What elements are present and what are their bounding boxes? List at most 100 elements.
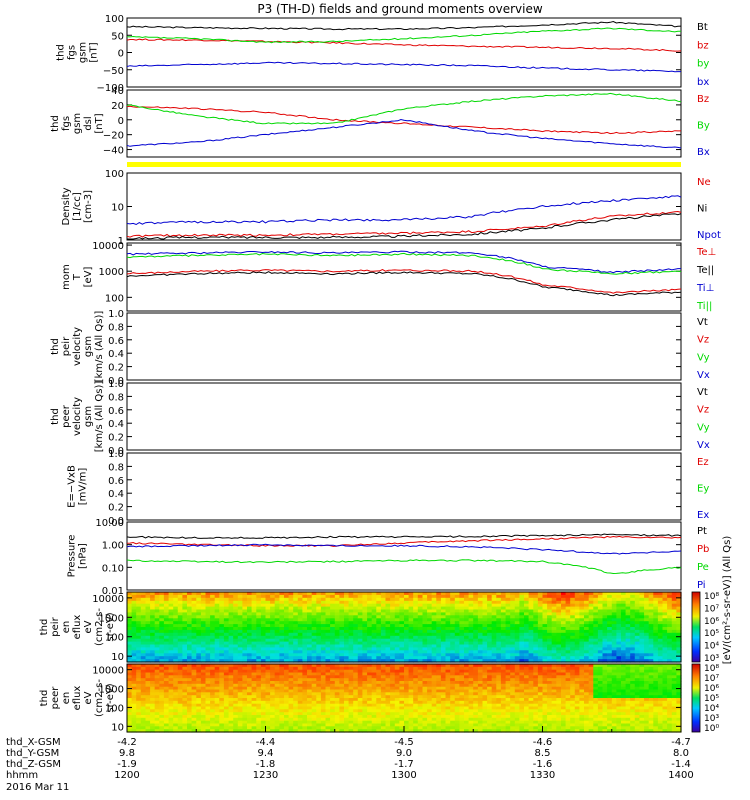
heatmap-cell	[404, 675, 410, 679]
heatmap-cell	[357, 683, 363, 688]
heatmap-cell	[228, 647, 234, 651]
heatmap-cell	[574, 603, 580, 608]
heatmap-cell	[251, 686, 257, 691]
heatmap-cell	[127, 692, 133, 696]
heatmap-cell	[671, 638, 677, 643]
heatmap-cell	[214, 641, 220, 646]
heatmap-cell	[145, 709, 151, 713]
heatmap-cell	[445, 672, 451, 676]
heatmap-cell	[394, 612, 400, 616]
heatmap-cell	[422, 703, 428, 708]
heatmap-cell	[140, 644, 146, 648]
heatmap-cell	[440, 706, 447, 710]
heatmap-cell	[344, 712, 350, 716]
legend-by: By	[697, 121, 710, 132]
heatmap-cell	[468, 600, 474, 605]
heatmap-cell	[399, 656, 405, 660]
heatmap-cell	[477, 700, 484, 705]
heatmap-cell	[136, 692, 142, 696]
heatmap-cell	[344, 700, 350, 705]
heatmap-cell	[223, 659, 230, 663]
heatmap-cell	[297, 726, 303, 730]
heatmap-cell	[187, 706, 193, 710]
heatmap-cell	[399, 672, 405, 676]
heatmap-cell	[251, 717, 257, 722]
heatmap-cell	[131, 621, 137, 625]
heatmap-cell	[256, 600, 262, 605]
heatmap-cell	[473, 717, 479, 722]
heatmap-cell	[200, 659, 207, 663]
heatmap-cell	[514, 612, 520, 616]
heatmap-cell	[196, 650, 202, 654]
heatmap-cell	[367, 729, 373, 733]
y-axis-label: Density	[61, 187, 72, 225]
heatmap-cell	[584, 618, 590, 622]
heatmap-cell	[413, 715, 419, 719]
heatmap-cell	[173, 597, 179, 602]
heatmap-cell	[256, 653, 262, 657]
heatmap-cell	[427, 686, 433, 691]
heatmap-cell	[191, 632, 197, 637]
heatmap-cell	[380, 717, 387, 722]
heatmap-cell	[265, 597, 271, 602]
heatmap-cell	[210, 729, 216, 733]
heatmap-cell	[667, 606, 673, 611]
heatmap-cell	[191, 709, 197, 713]
heatmap-cell	[505, 600, 511, 605]
heatmap-cell	[676, 650, 682, 654]
heatmap-cell	[242, 650, 248, 654]
heatmap-cell	[274, 621, 280, 625]
heatmap-cell	[150, 597, 156, 602]
heatmap-cell	[293, 678, 299, 682]
heatmap-cell	[482, 638, 488, 643]
heatmap-cell	[454, 612, 460, 616]
heatmap-cell	[662, 659, 668, 663]
heatmap-cell	[376, 650, 382, 654]
heatmap-cell	[145, 609, 151, 613]
heatmap-cell	[316, 592, 322, 596]
heatmap-cell	[547, 606, 553, 611]
heatmap-cell	[348, 700, 354, 705]
heatmap-cell	[482, 644, 488, 648]
heatmap-cell	[491, 629, 497, 634]
heatmap-cell	[270, 629, 276, 634]
heatmap-cell	[454, 700, 460, 705]
heatmap-cell	[320, 600, 327, 605]
heatmap-cell	[330, 629, 336, 634]
heatmap-cell	[657, 647, 664, 651]
heatmap-cell	[357, 712, 363, 716]
heatmap-cell	[473, 644, 479, 648]
heatmap-cell	[445, 703, 451, 708]
heatmap-cell	[131, 712, 137, 716]
legend-vx: Vx	[697, 440, 710, 451]
heatmap-cell	[487, 641, 493, 646]
heatmap-cell	[205, 678, 211, 682]
heatmap-cell	[293, 618, 299, 622]
heatmap-cell	[247, 712, 253, 716]
heatmap-cell	[500, 641, 507, 646]
heatmap-cell	[597, 644, 604, 648]
heatmap-cell	[159, 664, 165, 668]
heatmap-cell	[500, 659, 507, 663]
heatmap-cell	[459, 726, 465, 730]
heatmap-cell	[468, 592, 474, 596]
heatmap-cell	[440, 624, 447, 628]
heatmap-cell	[311, 638, 317, 643]
heatmap-cell	[159, 698, 165, 702]
heatmap-cell	[482, 615, 488, 619]
heatmap-cell	[177, 703, 183, 708]
heatmap-cell	[436, 632, 442, 637]
heatmap-cell	[505, 644, 511, 648]
heatmap-cell	[339, 635, 345, 640]
heatmap-cell	[205, 720, 211, 725]
heatmap-cell	[602, 635, 608, 640]
heatmap-cell	[394, 647, 400, 651]
heatmap-cell	[182, 656, 188, 660]
heatmap-cell	[385, 594, 391, 599]
heatmap-cell	[468, 644, 474, 648]
heatmap-cell	[417, 621, 423, 625]
heatmap-cell	[233, 612, 239, 616]
heatmap-cell	[436, 618, 442, 622]
heatmap-cell	[210, 672, 216, 676]
heatmap-cell	[311, 720, 317, 725]
